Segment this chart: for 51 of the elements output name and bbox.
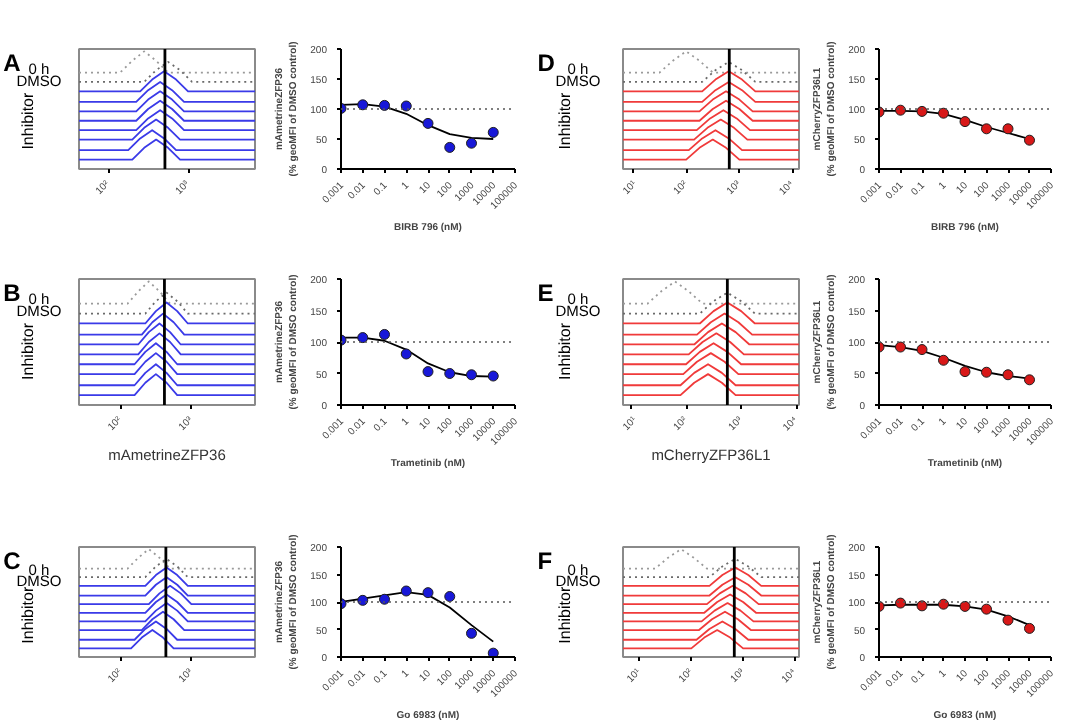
point bbox=[895, 341, 906, 353]
point bbox=[379, 99, 390, 111]
point bbox=[981, 603, 992, 615]
point bbox=[487, 647, 499, 657]
point bbox=[466, 627, 477, 639]
point bbox=[357, 332, 369, 344]
point bbox=[379, 593, 390, 605]
point bbox=[938, 354, 949, 366]
chart-title: F bbox=[537, 547, 553, 575]
point bbox=[422, 117, 434, 129]
chart-title: C bbox=[3, 547, 22, 575]
point bbox=[938, 598, 949, 610]
point bbox=[981, 366, 992, 378]
point bbox=[444, 591, 456, 602]
point bbox=[400, 348, 412, 360]
text: Inhibitor bbox=[18, 586, 37, 644]
point bbox=[422, 587, 434, 599]
text: Inhibitor bbox=[556, 92, 575, 150]
chart-title: B bbox=[3, 279, 22, 307]
point bbox=[444, 141, 456, 153]
point bbox=[959, 116, 971, 128]
chart-title: A bbox=[3, 49, 22, 77]
point bbox=[444, 368, 456, 379]
point bbox=[1024, 374, 1035, 386]
point bbox=[400, 585, 412, 597]
point bbox=[400, 100, 412, 112]
point bbox=[1002, 369, 1014, 381]
chart-title: E bbox=[537, 279, 554, 307]
point bbox=[916, 105, 928, 117]
point bbox=[422, 366, 434, 378]
point bbox=[1002, 123, 1014, 135]
point bbox=[916, 600, 928, 612]
text: Inhibitor bbox=[556, 586, 575, 644]
point bbox=[487, 370, 499, 382]
text: Inhibitor bbox=[556, 322, 575, 380]
point bbox=[1002, 614, 1014, 626]
point bbox=[1024, 622, 1035, 634]
point bbox=[981, 123, 992, 135]
point bbox=[466, 137, 477, 149]
point bbox=[916, 344, 928, 356]
point bbox=[938, 107, 949, 119]
text: Inhibitor bbox=[18, 322, 37, 380]
point bbox=[466, 369, 477, 381]
text: Inhibitor bbox=[18, 92, 37, 150]
point bbox=[1024, 134, 1035, 146]
point bbox=[487, 126, 499, 138]
chart-title: D bbox=[537, 49, 556, 77]
point bbox=[379, 328, 390, 340]
point bbox=[959, 366, 971, 378]
point bbox=[959, 600, 971, 612]
point bbox=[357, 99, 369, 111]
